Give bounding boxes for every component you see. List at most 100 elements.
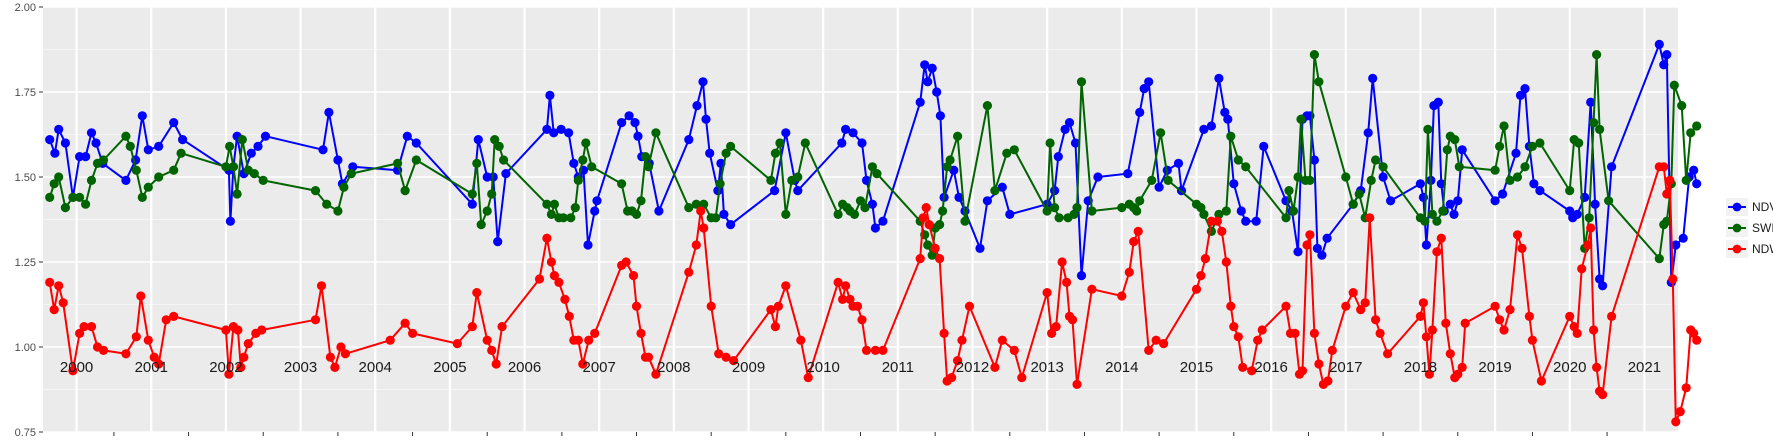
- data-point-swir: [1045, 138, 1055, 148]
- data-point-ndwi: [542, 233, 552, 243]
- data-point-ndwi: [1196, 271, 1206, 281]
- data-point-swir: [1535, 138, 1545, 148]
- data-point-ndvi: [260, 131, 271, 141]
- x-axis-ticks: [113, 432, 1608, 436]
- data-point-ndvi: [143, 145, 153, 155]
- data-point-swir: [1505, 175, 1515, 185]
- data-point-ndvi: [915, 97, 925, 107]
- year-label-2006: 2006: [508, 359, 541, 376]
- data-point-ndwi: [1572, 328, 1582, 338]
- data-point-ndwi: [773, 301, 784, 311]
- data-point-swir: [775, 138, 785, 148]
- data-point-swir: [990, 186, 1000, 196]
- data-point-ndwi: [1290, 328, 1300, 338]
- data-point-ndwi: [1129, 237, 1139, 247]
- data-point-ndvi: [1229, 179, 1239, 189]
- data-point-ndvi: [923, 77, 933, 87]
- data-point-ndwi: [487, 345, 497, 355]
- data-point-ndvi: [770, 186, 780, 196]
- data-point-ndvi: [841, 124, 851, 134]
- data-point-ndvi: [1457, 145, 1467, 155]
- legend-key-marker: [1732, 244, 1742, 254]
- y-axis: 0.75 1.00 1.25 1.50 1.75 2.00: [15, 2, 43, 439]
- data-point-swir: [1692, 121, 1702, 131]
- data-point-swir: [570, 203, 580, 213]
- data-point-swir: [400, 186, 410, 196]
- data-point-swir: [228, 162, 238, 172]
- data-point-ndvi: [1144, 77, 1154, 87]
- data-point-ndvi: [857, 138, 867, 148]
- data-point-swir: [1147, 175, 1157, 185]
- data-point-ndwi: [878, 345, 888, 355]
- data-point-ndwi: [1217, 226, 1227, 236]
- data-point-ndwi: [400, 318, 410, 328]
- data-point-ndvi: [1511, 148, 1521, 158]
- data-point-ndvi: [1520, 84, 1530, 94]
- y-tick-label: 1.25: [15, 257, 36, 269]
- data-point-ndwi: [1229, 322, 1239, 332]
- data-point-ndvi: [1498, 189, 1508, 199]
- data-point-ndvi: [692, 101, 702, 111]
- data-point-swir: [54, 172, 64, 182]
- data-point-swir: [1354, 189, 1364, 199]
- data-point-swir: [1002, 148, 1012, 158]
- data-point-ndwi: [1662, 189, 1672, 199]
- data-point-swir: [1454, 162, 1464, 172]
- data-point-swir: [1589, 118, 1599, 128]
- data-point-ndvi: [154, 141, 164, 151]
- data-point-swir: [1009, 145, 1019, 155]
- data-point-swir: [1686, 128, 1696, 138]
- y-tick-label: 0.75: [15, 427, 36, 439]
- data-point-ndwi: [121, 349, 131, 359]
- data-point-ndwi: [803, 373, 813, 383]
- data-point-ndwi: [45, 277, 55, 287]
- data-point-ndwi: [1226, 301, 1236, 311]
- data-point-ndvi: [333, 155, 343, 165]
- data-point-swir: [1450, 135, 1460, 145]
- data-point-ndvi: [1378, 172, 1388, 182]
- data-point-ndwi: [706, 301, 716, 311]
- year-label-2020: 2020: [1553, 359, 1586, 376]
- data-point-swir: [258, 175, 268, 185]
- series-layer: [45, 39, 1702, 427]
- data-point-ndvi: [501, 169, 511, 179]
- data-point-ndwi: [841, 281, 851, 291]
- data-point-ndvi: [1678, 233, 1688, 243]
- data-point-ndwi: [161, 315, 171, 325]
- data-point-ndvi: [169, 118, 179, 128]
- data-point-swir: [1199, 209, 1209, 219]
- data-point-swir: [45, 192, 55, 202]
- data-point-ndwi: [54, 281, 64, 291]
- legend-item-ndwi: NDWI: [1726, 240, 1773, 258]
- data-point-swir: [68, 192, 78, 202]
- data-point-ndwi: [467, 322, 477, 332]
- data-point-ndvi: [1590, 199, 1600, 209]
- data-point-swir: [855, 196, 866, 206]
- data-point-ndvi: [246, 148, 256, 158]
- data-point-swir: [1305, 175, 1315, 185]
- data-point-swir: [1490, 165, 1500, 175]
- data-point-swir: [1226, 131, 1236, 141]
- data-point-ndvi: [927, 63, 937, 73]
- data-point-ndwi: [1191, 284, 1202, 294]
- data-point-ndwi: [1490, 301, 1500, 311]
- y-tick-label: 1.50: [15, 172, 36, 184]
- data-point-ndwi: [636, 328, 646, 338]
- data-point-ndwi: [1365, 213, 1375, 223]
- data-point-ndvi: [1053, 152, 1063, 162]
- data-point-ndwi: [857, 315, 867, 325]
- data-point-ndwi: [918, 213, 928, 223]
- data-point-swir: [322, 199, 332, 209]
- year-label-2019: 2019: [1478, 359, 1511, 376]
- year-label-2016: 2016: [1254, 359, 1287, 376]
- data-point-swir: [131, 165, 141, 175]
- data-point-ndvi: [630, 118, 640, 128]
- data-point-ndvi: [1445, 199, 1455, 209]
- data-point-ndwi: [921, 203, 931, 213]
- data-point-ndvi: [1490, 196, 1500, 206]
- data-point-ndvi: [1251, 216, 1261, 226]
- data-point-ndvi: [726, 220, 736, 230]
- data-point-ndvi: [1421, 240, 1431, 250]
- data-point-swir: [1495, 141, 1505, 151]
